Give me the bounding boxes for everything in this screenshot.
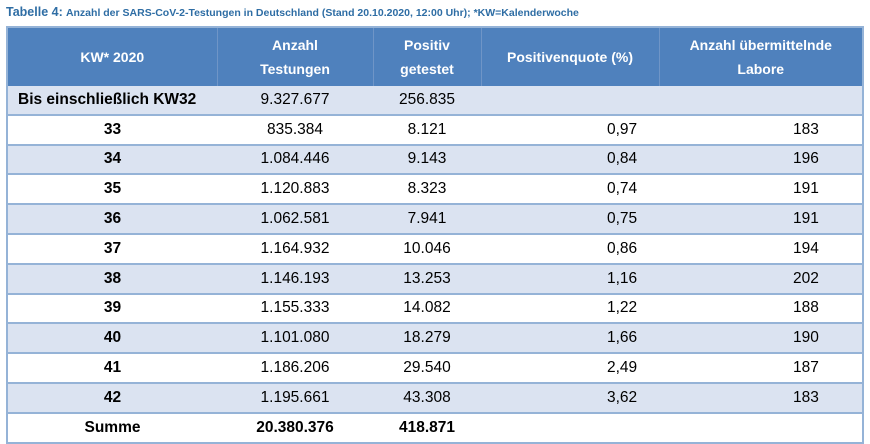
cell-tests: 1.195.661 (217, 382, 373, 414)
cell-labs: 202 (659, 263, 863, 295)
cell-kw: Summe (7, 412, 217, 443)
cell-labs: 188 (659, 293, 863, 325)
sum-row: Summe 20.380.376 418.871 (7, 412, 863, 443)
cell-kw: 39 (7, 293, 217, 325)
cell-positive: 14.082 (373, 293, 481, 325)
cell-quote (481, 86, 659, 116)
header-tests: Anzahl Testungen (217, 27, 374, 86)
cell-kw: 37 (7, 233, 217, 265)
cell-positive: 8.121 (373, 114, 481, 146)
table-row: 39 1.155.333 14.082 1,22 188 (7, 293, 863, 325)
testing-table: KW* 2020 Anzahl Testungen Positiv getestet… (6, 26, 864, 444)
cell-kw: 34 (7, 144, 217, 176)
cell-quote: 2,49 (481, 353, 659, 384)
caption-label: Tabelle 4: (6, 5, 63, 19)
cell-quote (481, 412, 659, 443)
cell-kw: Bis einschließlich KW32 (7, 86, 217, 116)
cell-labs (659, 86, 863, 116)
cell-labs: 183 (659, 382, 863, 414)
cell-positive: 10.046 (373, 233, 481, 265)
cell-tests: 1.062.581 (217, 204, 373, 235)
cell-labs: 196 (659, 144, 863, 176)
table-row: 34 1.084.446 9.143 0,84 196 (7, 144, 863, 176)
cell-positive: 8.323 (373, 174, 481, 206)
cell-tests: 1.186.206 (217, 353, 373, 384)
cell-quote: 0,86 (481, 233, 659, 265)
cell-labs: 183 (659, 114, 863, 146)
table-row: 36 1.062.581 7.941 0,75 191 (7, 204, 863, 235)
table-row: 35 1.120.883 8.323 0,74 191 (7, 174, 863, 206)
cell-quote: 0,97 (481, 114, 659, 146)
cell-kw: 35 (7, 174, 217, 206)
cell-quote: 0,84 (481, 144, 659, 176)
cell-tests: 1.164.932 (217, 233, 373, 265)
cell-kw: 38 (7, 263, 217, 295)
cell-kw: 41 (7, 353, 217, 384)
cell-quote: 1,22 (481, 293, 659, 325)
cell-kw: 33 (7, 114, 217, 146)
cell-quote: 3,62 (481, 382, 659, 414)
header-row: KW* 2020 Anzahl Testungen Positiv getestet… (7, 27, 863, 86)
cell-positive: 18.279 (373, 323, 481, 355)
header-positive: Positiv getestet (373, 27, 482, 86)
table-row: 37 1.164.932 10.046 0,86 194 (7, 233, 863, 265)
header-quote: Positivenquote (%) (481, 27, 660, 86)
cell-positive: 7.941 (373, 204, 481, 235)
cell-positive: 418.871 (373, 412, 481, 443)
cell-tests: 1.084.446 (217, 144, 373, 176)
cell-kw: 40 (7, 323, 217, 355)
cell-labs: 191 (659, 204, 863, 235)
table-caption: Tabelle 4: Anzahl der SARS-CoV-2-Testung… (6, 5, 579, 19)
table-row: 42 1.195.661 43.308 3,62 183 (7, 382, 863, 414)
cell-positive: 256.835 (373, 86, 481, 116)
cell-tests: 1.101.080 (217, 323, 373, 355)
table-row: Bis einschließlich KW32 9.327.677 256.835 (7, 86, 863, 116)
cell-quote: 0,74 (481, 174, 659, 206)
cell-tests: 20.380.376 (217, 412, 373, 443)
header-labs: Anzahl übermittelnde Labore (659, 27, 863, 86)
cell-tests: 1.155.333 (217, 293, 373, 325)
cell-tests: 1.120.883 (217, 174, 373, 206)
cell-quote: 1,66 (481, 323, 659, 355)
cell-labs: 190 (659, 323, 863, 355)
header-kw: KW* 2020 (7, 27, 218, 86)
cell-quote: 1,16 (481, 263, 659, 295)
cell-tests: 835.384 (217, 114, 373, 146)
cell-kw: 42 (7, 382, 217, 414)
cell-labs: 194 (659, 233, 863, 265)
table-row: 41 1.186.206 29.540 2,49 187 (7, 353, 863, 384)
cell-labs: 191 (659, 174, 863, 206)
cell-tests: 1.146.193 (217, 263, 373, 295)
cell-positive: 9.143 (373, 144, 481, 176)
cell-quote: 0,75 (481, 204, 659, 235)
cell-kw: 36 (7, 204, 217, 235)
cell-positive: 29.540 (373, 353, 481, 384)
caption-text: Anzahl der SARS-CoV-2-Testungen in Deuts… (65, 7, 579, 19)
cell-tests: 9.327.677 (217, 86, 373, 116)
table-row: 33 835.384 8.121 0,97 183 (7, 114, 863, 146)
cell-labs: 187 (659, 353, 863, 384)
cell-positive: 43.308 (373, 382, 481, 414)
cell-positive: 13.253 (373, 263, 481, 295)
table-row: 40 1.101.080 18.279 1,66 190 (7, 323, 863, 355)
table-row: 38 1.146.193 13.253 1,16 202 (7, 263, 863, 295)
cell-labs (659, 412, 863, 443)
